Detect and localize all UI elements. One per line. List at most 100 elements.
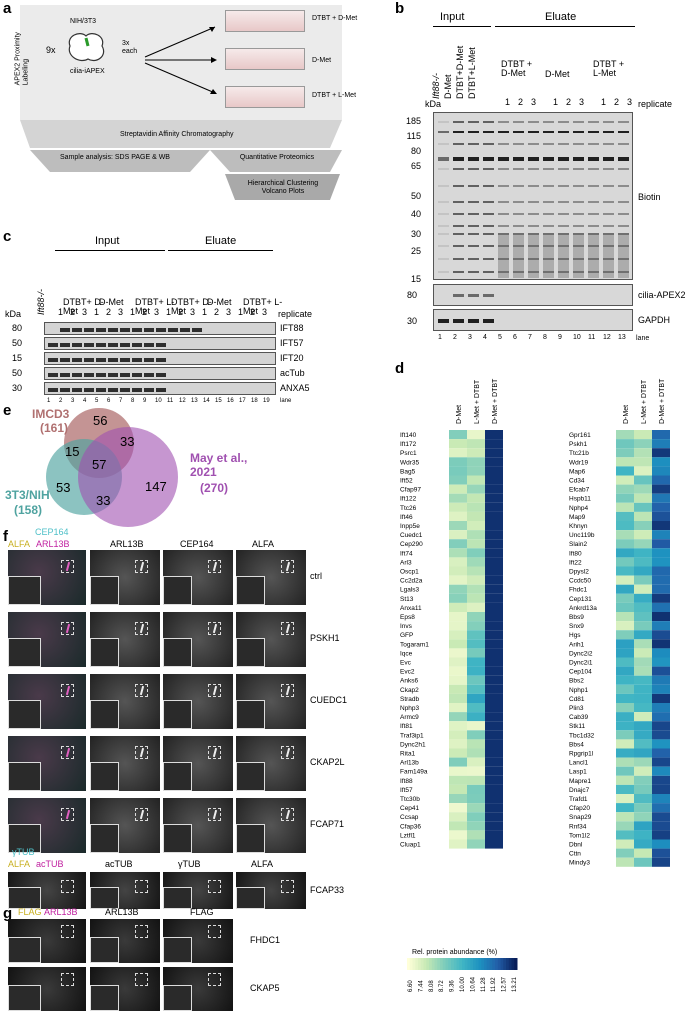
b-lane-ift88: Ift88-/- [431,72,441,99]
c-band [72,342,82,347]
heatmap-legend-swatch [412,958,416,970]
heatmap-gene-label: Dync2h1 [400,741,426,748]
heatmap-cell [652,639,670,649]
f-zoom-box [135,880,148,893]
b-band [498,233,509,235]
heatmap-cell [467,721,485,731]
b-smear [618,233,629,278]
heatmap-cell [485,475,503,485]
c-lane-num: 1 [47,398,51,404]
heatmap-cell [634,693,652,703]
b-band [618,213,629,215]
c-replicate-num: 2 [142,307,148,317]
heatmap-cell [485,502,503,512]
c-lane-num: 10 [155,398,162,404]
b-band [468,131,479,133]
b-band [483,258,494,260]
heatmap-gene-label: Ccdc50 [569,578,591,585]
heatmap-gene-label: Tom1l2 [569,832,590,839]
f-inset [8,886,41,909]
c-replicate-num: 2 [214,307,220,317]
b-band [558,225,569,227]
g-inset [8,984,41,1011]
heatmap-cell [634,730,652,740]
heatmap-gene-label: Map9 [569,514,586,521]
heatmap-cell [652,766,670,776]
f-zoom-box [61,808,74,821]
heatmap-cell [616,657,634,667]
c-band [156,342,166,347]
heatmap-legend-swatch [429,958,433,970]
heatmap-cell [634,684,652,694]
b-smear [558,233,569,278]
b-band [498,168,509,170]
heatmap-cell [634,566,652,576]
c-lane-num: 2 [59,398,63,404]
heatmap-cell [634,821,652,831]
b-band [453,245,464,247]
b-band [483,245,494,247]
heatmap-gene-label: Dpysl2 [569,569,589,576]
b-band [513,168,524,170]
heatmap-cell [449,666,467,676]
f-image [163,736,233,791]
c-band [96,387,106,392]
b-band [558,233,569,235]
step3a-label: Sample analysis: SDS PAGE & WB [60,154,170,161]
c-blot-label: IFT57 [280,338,304,348]
b-band [603,131,614,133]
b-band [483,143,494,145]
heatmap-cell [652,484,670,494]
b-band [438,213,449,215]
c-band [60,327,70,332]
b-biotin-blot [433,112,633,280]
heatmap-legend-swatch [511,958,515,970]
heatmap-cell [467,784,485,794]
f-row2-header: acTUB [105,859,133,869]
b-band [588,233,599,235]
f-zoom-box [208,560,221,573]
b-band [453,143,464,145]
b-band [573,233,584,235]
heatmap-cell [485,493,503,503]
g-merge-arl13b: ARL13B [44,907,78,917]
heatmap-cell [634,648,652,658]
heatmap-legend-swatch [431,958,435,970]
heatmap-gene-label: Cluap1 [400,842,421,849]
c-replicate-num: 3 [82,307,88,317]
c-group-label: D-Met [207,297,232,307]
g-image-grid: FHDC1 CKAP5 [0,919,345,1021]
b-marker: 65 [410,161,421,171]
b-lane-num: 5 [498,334,502,341]
b-band [468,225,479,227]
heatmap-cell [485,703,503,713]
heatmap-cell [652,584,670,594]
heatmap-cell [616,466,634,476]
heatmap-cell [467,794,485,804]
heatmap-gene-label: Snx9 [569,623,584,630]
c-band [132,342,142,347]
heatmap-cell [485,775,503,785]
heatmap-cell [467,639,485,649]
heatmap-cell [616,484,634,494]
f-inset [8,576,41,605]
b-band [543,225,554,227]
heatmap-cell [652,857,670,867]
b-band [588,201,599,203]
heatmap-cell [652,612,670,622]
f-inset [163,824,193,853]
heatmap-cell [485,630,503,640]
f-zoom-box [135,560,148,573]
heatmap-cell [652,511,670,521]
heatmap-cell [449,648,467,658]
b-band [498,201,509,203]
heatmap-cell [467,530,485,540]
heatmap-cell [652,812,670,822]
c-replicate-num: 1 [202,307,208,317]
f-inset [163,700,193,729]
heatmap-cell [467,502,485,512]
heatmap-cell [449,784,467,794]
b-band [438,185,449,187]
heatmap-cell [467,803,485,813]
heatmap-cell [485,557,503,567]
